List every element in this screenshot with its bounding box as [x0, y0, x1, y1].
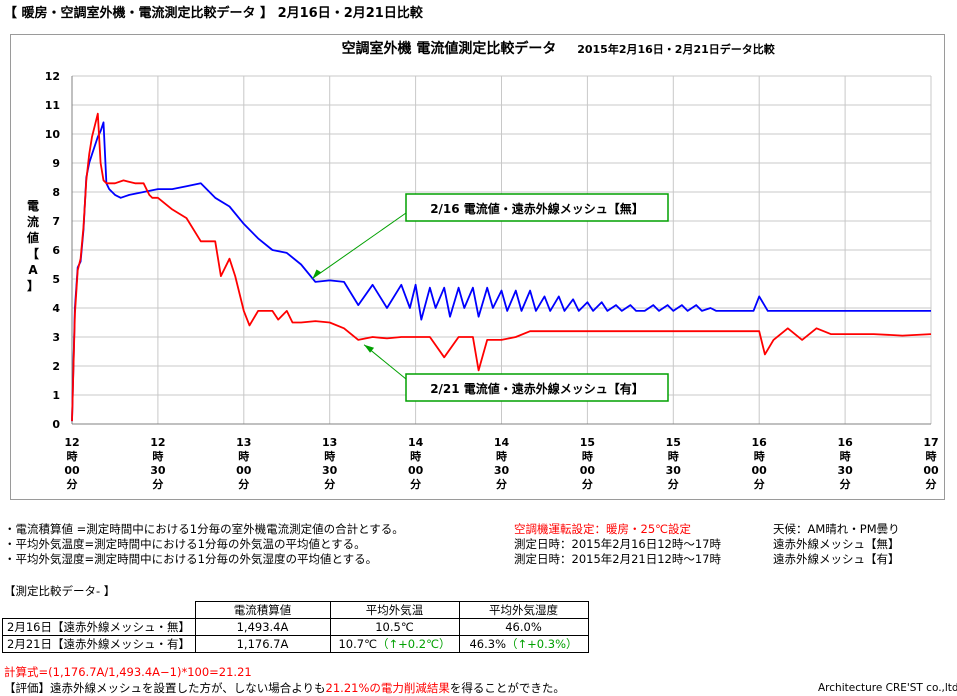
x-tick-label: 15 時 00 分 [580, 436, 596, 491]
annotation-text-0221: 2/21 電流値・遠赤外線メッシュ【有】 [430, 381, 644, 396]
table-caption: 【測定比較データ- 】 [4, 584, 116, 598]
y-tick-label: 6 [52, 244, 60, 257]
chart-frame: 0 1 2 3 4 5 6 7 8 9 10 11 12 12 時 00 分 12 時 30 分 13 時 00 分 13 時 30… [10, 34, 945, 500]
page-header: 【 暖房・空調室外機・電流測定比較データ 】 2月16日・2月21日比較 [4, 6, 423, 21]
date1-text: 測定日時：2015年2月16日12時～17時 [514, 537, 721, 551]
annotation-box-0216 [405, 193, 669, 222]
current-cell: 1,493.4A [194, 618, 331, 636]
x-tick-label: 12 時 30 分 [150, 436, 166, 491]
x-tick-label: 12 時 00 分 [64, 436, 80, 491]
x-tick-label: 13 時 30 分 [322, 436, 338, 491]
chart-subtitle: 2015年2月16日・2月21日データ比較 [577, 42, 776, 56]
y-tick-label: 1 [52, 389, 60, 402]
note-line: ・電流積算値 =測定時間中における1分毎の室外機電流測定値の合計とする。 [4, 522, 404, 536]
annotation-arrowhead-0216 [312, 269, 322, 279]
y-tick-label: 0 [52, 418, 60, 431]
y-tick-label: 3 [52, 331, 60, 344]
x-tick-label: 14 時 00 分 [408, 436, 424, 491]
series-line-0221 [71, 112, 932, 422]
grid-layer [71, 75, 932, 425]
y-tick-label: 10 [45, 128, 61, 141]
annotation-leader-0216 [312, 212, 407, 279]
y-tick-label: 11 [45, 99, 60, 112]
date2-text: 測定日時：2015年2月21日12時～17時 [514, 552, 721, 566]
x-tick-label: 16 時 30 分 [837, 436, 853, 491]
comparison-table: 電流積算値 平均外気温 平均外気湿度 2月16日【遠赤外線メッシュ・無】 1,4… [2, 601, 589, 653]
y-tick-label: 8 [52, 186, 60, 199]
note-line: ・平均外気湿度=測定時間中における1分毎の外気湿度の平均値とする。 [4, 552, 378, 566]
humidity-cell: 46.3%（↑+0.3%） [458, 635, 589, 653]
header-cell: 平均外気温 [329, 601, 460, 619]
definition-notes: ・電流積算値 =測定時間中における1分毎の室外機電流測定値の合計とする。 ・平均… [4, 522, 404, 567]
y-tick-label: 7 [52, 215, 60, 228]
table-row: 2月16日【遠赤外線メッシュ・無】 1,493.4A 10.5℃ 46.0% [2, 618, 589, 636]
header-cell: 電流積算値 [194, 601, 331, 619]
mesh1-text: 遠赤外線メッシュ【無】 [773, 537, 900, 551]
y-tick-label: 4 [52, 302, 60, 315]
x-tick-label: 15 時 30 分 [666, 436, 682, 491]
humidity-cell: 46.0% [458, 618, 589, 636]
settings-text: 空調機運転設定：暖房・25℃設定 [514, 522, 692, 536]
y-tick-label: 12 [45, 70, 60, 83]
y-tick-label: 9 [52, 157, 60, 170]
evaluation-text: 【評価】遠赤外線メッシュを設置した方が、しない場合よりも21.21%の電力削減結… [4, 681, 565, 695]
table-header-row: 電流積算値 平均外気温 平均外気湿度 [3, 601, 589, 619]
y-tick-label: 2 [52, 360, 60, 373]
chart-title: 空調室外機 電流値測定比較データ [342, 40, 557, 57]
series-layer [71, 112, 932, 422]
x-tick-label: 16 時 00 分 [752, 436, 768, 491]
annotation-layer: 2/16 電流値・遠赤外線メッシュ【無】 2/21 電流値・遠赤外線メッシュ【有】 [312, 193, 669, 402]
mesh2-text: 遠赤外線メッシュ【有】 [773, 552, 900, 566]
current-cell: 1,176.7A [194, 635, 331, 653]
x-tick-label: 13 時 00 分 [236, 436, 252, 491]
note-line: ・平均外気温度=測定時間中における1分毎の外気温の平均値とする。 [4, 537, 366, 551]
row-label: 2月21日【遠赤外線メッシュ・有】 [2, 635, 196, 653]
series-line-0216 [71, 121, 931, 422]
table-row: 2月21日【遠赤外線メッシュ・有】 1,176.7A 10.7℃（↑+0.2℃）… [2, 635, 589, 653]
header-cell: 平均外気湿度 [458, 601, 589, 619]
y-axis-label: 電流値【 A】 [26, 199, 39, 293]
company-name: Architecture CRE'ST co.,ltd [818, 682, 957, 694]
temp-cell: 10.7℃（↑+0.2℃） [329, 635, 460, 653]
temp-cell: 10.5℃ [329, 618, 460, 636]
row-label: 2月16日【遠赤外線メッシュ・無】 [2, 618, 196, 636]
formula-text: 計算式=(1,176.7A/1,493.4A−1)*100=21.21 [4, 665, 252, 679]
annotation-box-0221 [405, 373, 669, 402]
x-tick-label: 17 時 00 分 [923, 436, 939, 491]
annotation-text-0216: 2/16 電流値・遠赤外線メッシュ【無】 [430, 201, 644, 216]
measurement-info: 空調機運転設定：暖房・25℃設定 測定日時：2015年2月16日12時～17時 … [514, 522, 721, 567]
weather-text: 天候：AM晴れ・PM曇り [773, 522, 900, 536]
annotation-arrowhead-0221 [364, 344, 375, 353]
y-axis-title: 電流値【 A】 [26, 199, 39, 293]
condition-info: 天候：AM晴れ・PM曇り 遠赤外線メッシュ【無】 遠赤外線メッシュ【有】 [773, 522, 900, 567]
x-tick-labels: 12 時 00 分 12 時 30 分 13 時 00 分 13 時 30 分 14 時 00 分 14 時 30 分 15 時 0… [64, 436, 939, 491]
y-tick-label: 5 [52, 273, 60, 286]
x-tick-label: 14 時 30 分 [494, 436, 510, 491]
